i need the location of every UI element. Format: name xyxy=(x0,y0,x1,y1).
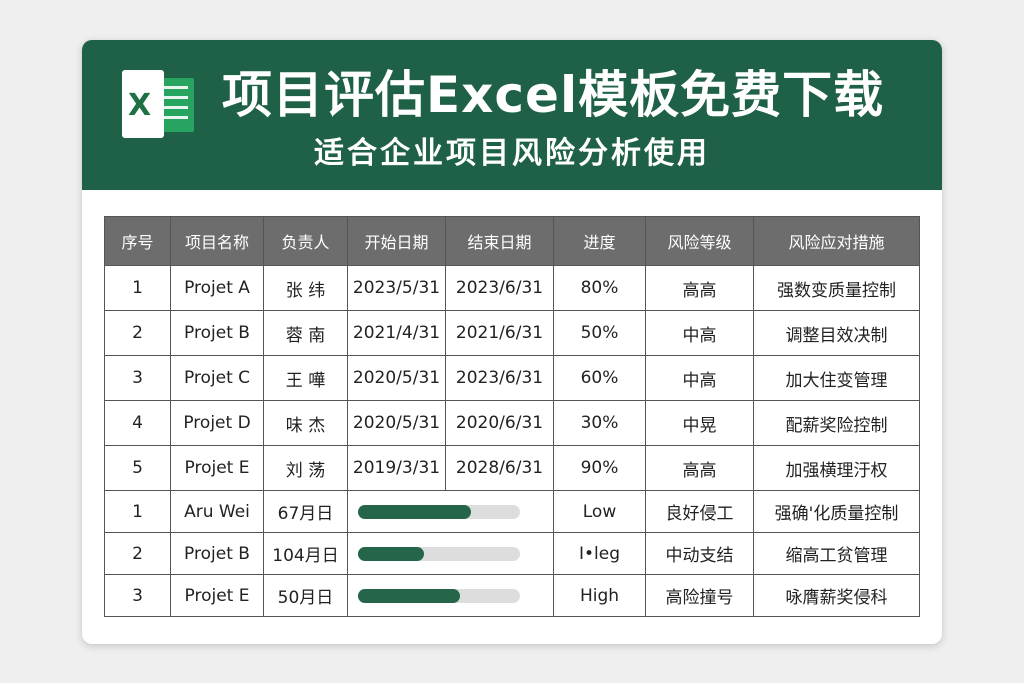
progress-bar-fill xyxy=(358,546,425,561)
excel-logo-icon: X xyxy=(122,70,198,140)
table-row-bar: 3 Projet E 50月日 High 高险撞号 咏膺薪奖侵科 xyxy=(104,574,920,617)
cell-project[interactable]: Projet E xyxy=(170,574,264,617)
cell-no[interactable]: 1 xyxy=(104,265,171,311)
cell-risk[interactable]: 良好侵工 xyxy=(645,490,754,533)
cell-risk[interactable]: 高高 xyxy=(645,445,754,491)
cell-owner[interactable]: 张 纬 xyxy=(263,265,348,311)
progress-bar-fill xyxy=(358,504,472,519)
progress-bar-fill xyxy=(358,588,461,603)
cell-no[interactable]: 5 xyxy=(104,445,171,491)
cell-no[interactable]: 2 xyxy=(104,532,171,575)
page-title: 项目评估Excel模板免费下载 xyxy=(222,66,885,124)
cell-progress[interactable]: 90% xyxy=(553,445,646,491)
cell-end[interactable]: 2023/6/31 xyxy=(445,265,554,311)
table-row-bar: 2 Projet B 104月日 I•leg 中动支结 缩高工贫管理 xyxy=(104,532,920,575)
cell-owner[interactable]: 104月日 xyxy=(263,532,348,575)
cell-start[interactable]: 2019/3/31 xyxy=(347,445,446,491)
cell-progress[interactable]: 60% xyxy=(553,355,646,401)
cell-risk[interactable]: 中晃 xyxy=(645,400,754,446)
cell-risk[interactable]: 中动支结 xyxy=(645,532,754,575)
table-row: 5 Projet E 刘 荡 2019/3/31 2028/6/31 90% 高… xyxy=(104,445,920,491)
header-risk-level[interactable]: 风险等级 xyxy=(645,216,754,266)
table-row-bar: 1 Aru Wei 67月日 Low 良好侵工 强确'化质量控制 xyxy=(104,490,920,533)
header-start-date[interactable]: 开始日期 xyxy=(347,216,446,266)
cell-progress-bar[interactable] xyxy=(347,490,554,533)
cell-level[interactable]: High xyxy=(553,574,646,617)
header-end-date[interactable]: 结束日期 xyxy=(445,216,554,266)
cell-measure[interactable]: 强数变质量控制 xyxy=(753,265,920,311)
cell-project[interactable]: Projet E xyxy=(170,445,264,491)
cell-measure[interactable]: 强确'化质量控制 xyxy=(753,490,920,533)
cell-owner[interactable]: 67月日 xyxy=(263,490,348,533)
table-row: 3 Projet C 王 嘩 2020/5/31 2023/6/31 60% 中… xyxy=(104,355,920,401)
header-owner[interactable]: 负责人 xyxy=(263,216,348,266)
cell-project[interactable]: Projet D xyxy=(170,400,264,446)
cell-end[interactable]: 2028/6/31 xyxy=(445,445,554,491)
cell-progress[interactable]: 80% xyxy=(553,265,646,311)
header-no[interactable]: 序号 xyxy=(104,216,171,266)
cell-start[interactable]: 2021/4/31 xyxy=(347,310,446,356)
cell-no[interactable]: 3 xyxy=(104,574,171,617)
cell-owner[interactable]: 50月日 xyxy=(263,574,348,617)
cell-start[interactable]: 2020/5/31 xyxy=(347,355,446,401)
cell-level[interactable]: Low xyxy=(553,490,646,533)
cell-measure[interactable]: 缩高工贫管理 xyxy=(753,532,920,575)
excel-logo-letter: X xyxy=(128,88,152,123)
cell-level[interactable]: I•leg xyxy=(553,532,646,575)
table-row: 4 Projet D 味 杰 2020/5/31 2020/6/31 30% 中… xyxy=(104,400,920,446)
cell-measure[interactable]: 加大住变管理 xyxy=(753,355,920,401)
cell-risk[interactable]: 高高 xyxy=(645,265,754,311)
cell-end[interactable]: 2020/6/31 xyxy=(445,400,554,446)
cell-measure[interactable]: 配薪奖险控制 xyxy=(753,400,920,446)
table-row: 2 Projet B 蓉 南 2021/4/31 2021/6/31 50% 中… xyxy=(104,310,920,356)
cell-start[interactable]: 2020/5/31 xyxy=(347,400,446,446)
cell-risk[interactable]: 中高 xyxy=(645,355,754,401)
cell-project[interactable]: Projet B xyxy=(170,532,264,575)
cell-owner[interactable]: 味 杰 xyxy=(263,400,348,446)
cell-project[interactable]: Projet A xyxy=(170,265,264,311)
cell-end[interactable]: 2021/6/31 xyxy=(445,310,554,356)
header-risk-measure[interactable]: 风险应对措施 xyxy=(753,216,920,266)
cell-start[interactable]: 2023/5/31 xyxy=(347,265,446,311)
header-project[interactable]: 项目名称 xyxy=(170,216,264,266)
cell-risk[interactable]: 高险撞号 xyxy=(645,574,754,617)
header-progress[interactable]: 进度 xyxy=(553,216,646,266)
project-table: 序号 项目名称 负责人 开始日期 结束日期 进度 风险等级 风险应对措施 1 P… xyxy=(104,216,920,617)
cell-progress-bar[interactable] xyxy=(347,574,554,617)
cell-end[interactable]: 2023/6/31 xyxy=(445,355,554,401)
table-header-row: 序号 项目名称 负责人 开始日期 结束日期 进度 风险等级 风险应对措施 xyxy=(104,216,920,266)
cell-owner[interactable]: 刘 荡 xyxy=(263,445,348,491)
cell-progress[interactable]: 50% xyxy=(553,310,646,356)
cell-project[interactable]: Projet B xyxy=(170,310,264,356)
progress-bar xyxy=(358,504,520,519)
page-subtitle: 适合企业项目风险分析使用 xyxy=(314,136,710,171)
template-card: X 项目评估Excel模板免费下载 适合企业项目风险分析使用 序号 项目名称 负… xyxy=(82,40,942,644)
cell-no[interactable]: 1 xyxy=(104,490,171,533)
progress-bar xyxy=(358,588,520,603)
cell-no[interactable]: 2 xyxy=(104,310,171,356)
cell-progress-bar[interactable] xyxy=(347,532,554,575)
cell-project[interactable]: Projet C xyxy=(170,355,264,401)
cell-no[interactable]: 3 xyxy=(104,355,171,401)
cell-owner[interactable]: 蓉 南 xyxy=(263,310,348,356)
cell-measure[interactable]: 加强横理汙权 xyxy=(753,445,920,491)
cell-project[interactable]: Aru Wei xyxy=(170,490,264,533)
cell-measure[interactable]: 调整目效决制 xyxy=(753,310,920,356)
table-row: 1 Projet A 张 纬 2023/5/31 2023/6/31 80% 高… xyxy=(104,265,920,311)
title-banner: X 项目评估Excel模板免费下载 适合企业项目风险分析使用 xyxy=(82,40,942,190)
cell-measure[interactable]: 咏膺薪奖侵科 xyxy=(753,574,920,617)
progress-bar xyxy=(358,546,520,561)
cell-no[interactable]: 4 xyxy=(104,400,171,446)
cell-progress[interactable]: 30% xyxy=(553,400,646,446)
cell-risk[interactable]: 中高 xyxy=(645,310,754,356)
cell-owner[interactable]: 王 嘩 xyxy=(263,355,348,401)
